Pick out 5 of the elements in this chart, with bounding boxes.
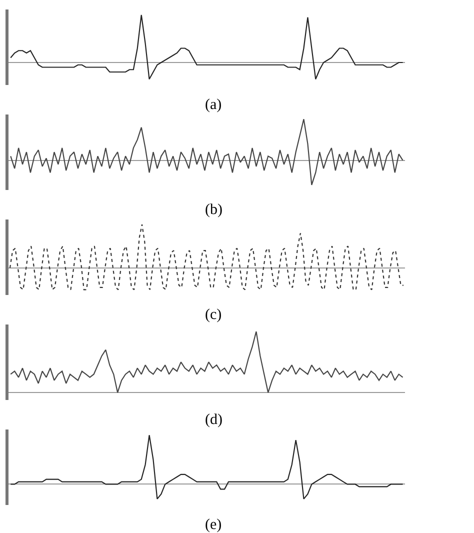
text: (a) [205, 97, 222, 113]
text: (d) [205, 412, 222, 428]
text: (c) [205, 307, 222, 323]
text: (e) [205, 517, 222, 533]
text: (b) [205, 202, 222, 218]
